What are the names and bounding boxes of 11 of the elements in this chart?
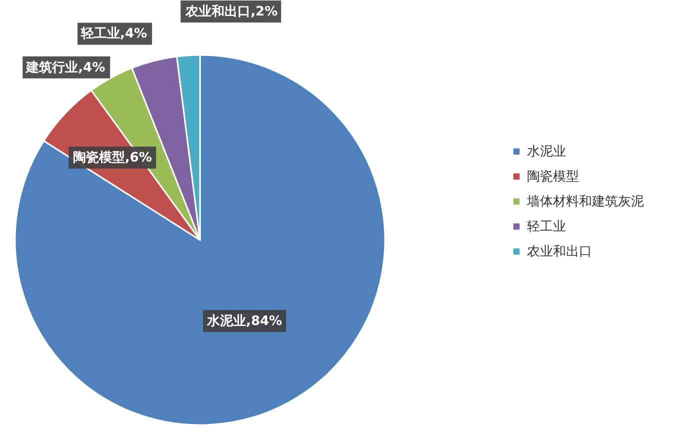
data-label: 农业和出口,2% — [184, 3, 278, 20]
data-label: 陶瓷模型,6% — [72, 150, 152, 166]
legend-label: 陶瓷模型 — [527, 170, 579, 184]
legend-label: 轻工业 — [527, 220, 566, 234]
data-label: 建筑行业,4% — [25, 60, 106, 76]
legend-label: 农业和出口 — [527, 244, 592, 260]
legend-label: 水泥业 — [527, 144, 566, 160]
data-label: 水泥业,84% — [206, 314, 282, 330]
legend-label: 墙体材料和建筑灰泥 — [526, 194, 644, 210]
data-label: 轻工业,4% — [80, 26, 148, 42]
pie-slice — [14, 54, 386, 426]
